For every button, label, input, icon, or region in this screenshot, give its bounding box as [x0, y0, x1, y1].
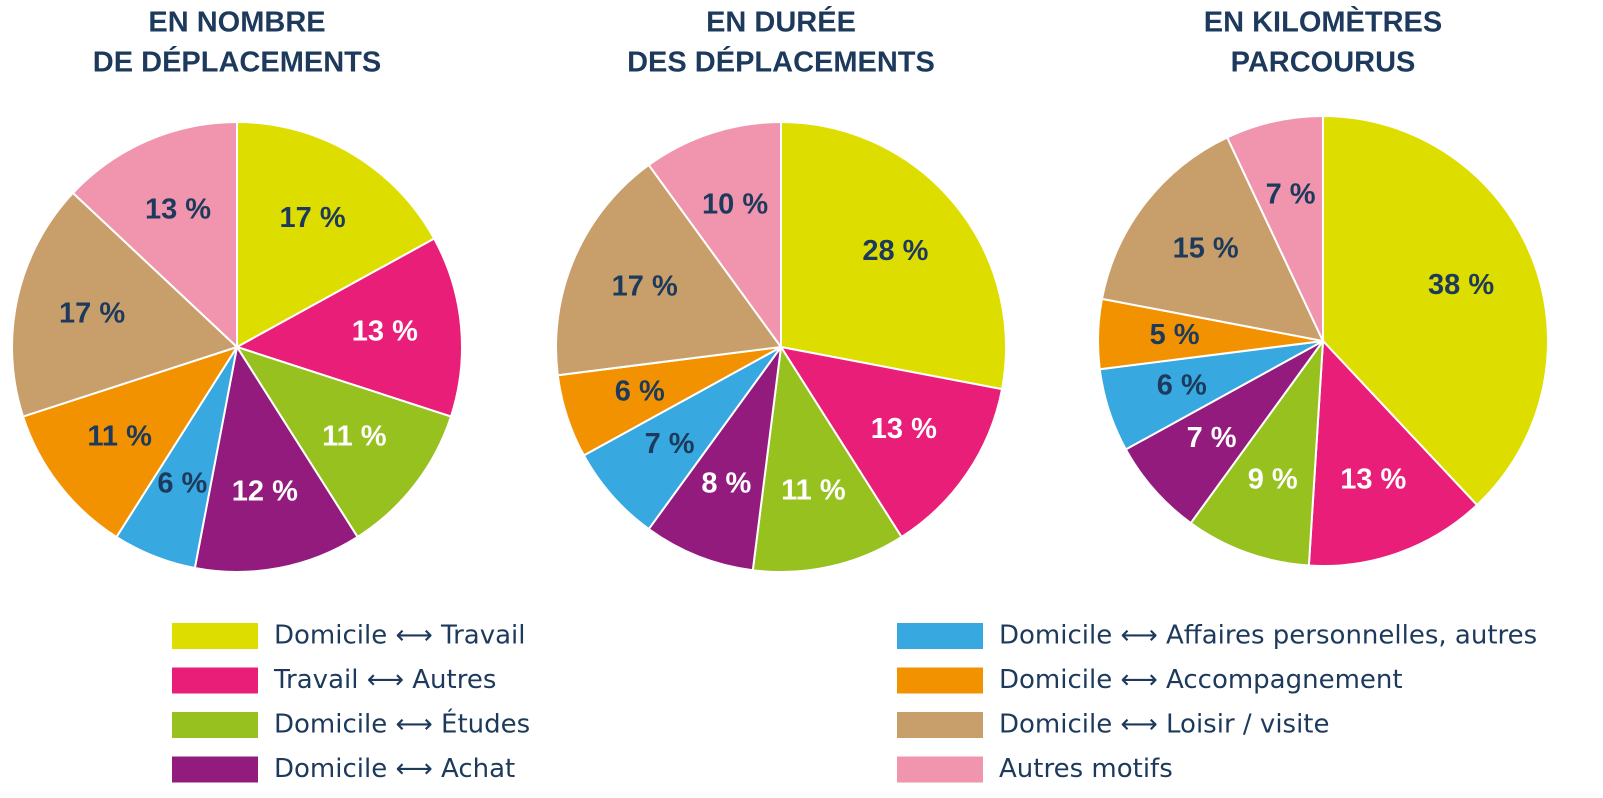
legend-swatch: [172, 756, 258, 783]
data-label: 9 %: [1248, 463, 1298, 495]
data-label: 17 %: [612, 271, 678, 303]
pie-slice: [647, 346, 782, 572]
data-label: 13 %: [145, 193, 211, 225]
pie-slice: [193, 344, 359, 573]
chart-title: EN KILOMÈTRES: [1204, 5, 1442, 39]
data-label: 11 %: [781, 475, 846, 507]
pie-slice: [71, 120, 238, 350]
chart-title: EN DURÉE: [706, 5, 856, 39]
pie-slice: [1189, 337, 1325, 567]
legend-swatch: [897, 667, 983, 694]
data-label: 7 %: [1187, 422, 1237, 454]
legend-swatch: [172, 667, 258, 694]
legend-swatch: [172, 623, 258, 649]
chart-title: DES DÉPLACEMENTS: [627, 45, 935, 79]
data-label: 13 %: [871, 413, 937, 445]
legend-label: Domicile ⟷ Travail: [274, 621, 525, 651]
pie-slice: [1225, 114, 1324, 342]
pie-slice: [234, 345, 453, 539]
pie-slice: [555, 163, 783, 377]
pie-slice: [751, 344, 903, 573]
data-label: 7 %: [645, 428, 695, 460]
pie-slice: [21, 345, 240, 539]
pie-slice: [647, 120, 782, 351]
pie-slice: [236, 120, 436, 349]
legend-label: Autres motifs: [999, 754, 1173, 784]
data-label: 6 %: [1157, 370, 1207, 402]
pie-slice: [1100, 136, 1325, 343]
chart-title: EN NOMBRE: [148, 7, 325, 39]
pie-slice: [1322, 114, 1549, 507]
data-label: 12 %: [232, 476, 298, 508]
data-label: 10 %: [702, 188, 768, 220]
legend-swatch: [897, 712, 983, 738]
data-label: 17 %: [59, 297, 125, 329]
data-label: 28 %: [862, 235, 928, 267]
data-label: 5 %: [1150, 319, 1200, 351]
legend-label: Domicile ⟷ Loisir / visite: [999, 710, 1330, 740]
data-label: 6 %: [615, 376, 665, 408]
pie-slice: [11, 191, 239, 418]
legend-label: Domicile ⟷ Affaires personnelles, autres: [999, 621, 1537, 651]
pie-slice: [1307, 338, 1479, 567]
legend-label: Domicile ⟷ Achat: [274, 754, 515, 784]
pie-slice: [780, 120, 1007, 391]
legend-swatch: [897, 756, 983, 783]
legend-label: Travail ⟷ Autres: [273, 665, 496, 695]
data-label: 11 %: [322, 421, 387, 453]
data-label: 7 %: [1266, 179, 1316, 211]
legend-swatch: [897, 623, 983, 649]
data-label: 8 %: [701, 468, 751, 500]
legend-label: Domicile ⟷ Études: [274, 708, 530, 740]
pie-slice: [778, 345, 1004, 539]
data-label: 6 %: [157, 468, 207, 500]
data-label: 13 %: [1340, 463, 1406, 495]
data-label: 17 %: [280, 202, 346, 234]
legend-swatch: [172, 712, 258, 738]
data-label: 15 %: [1173, 233, 1239, 265]
legend-label: Domicile ⟷ Accompagnement: [999, 665, 1403, 695]
data-label: 13 %: [352, 316, 418, 348]
chart-title: DE DÉPLACEMENTS: [93, 45, 381, 79]
pie-slice: [234, 237, 463, 418]
chart-title: PARCOURUS: [1231, 47, 1416, 79]
data-label: 11 %: [87, 421, 152, 453]
data-label: 38 %: [1428, 269, 1494, 301]
